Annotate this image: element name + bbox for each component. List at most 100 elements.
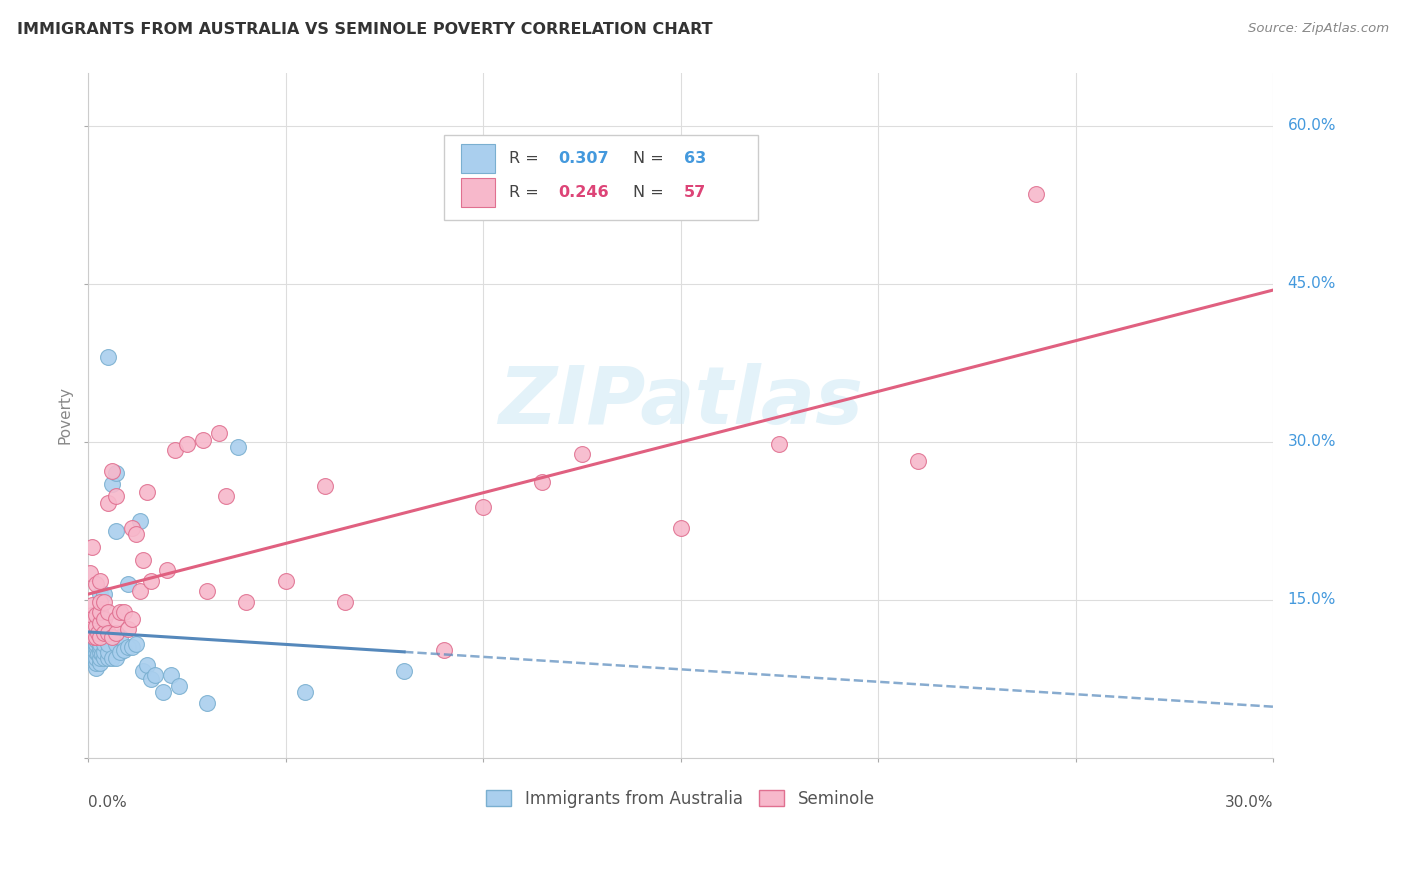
Point [117, 622, 139, 636]
Text: 57: 57 [685, 186, 706, 201]
Text: ZIPatlas: ZIPatlas [498, 363, 863, 441]
Point [82, 634, 104, 648]
Point [128, 584, 150, 599]
Text: 0.246: 0.246 [558, 186, 609, 201]
Point [108, 605, 131, 619]
Point [89, 630, 111, 644]
Point [165, 443, 187, 458]
Point [89, 595, 111, 609]
Point [97, 605, 120, 619]
Point [669, 521, 692, 535]
Text: 0.307: 0.307 [558, 151, 609, 166]
Point [89, 637, 111, 651]
Point [274, 574, 297, 588]
Point [191, 433, 214, 447]
Point [80, 640, 103, 654]
Point [531, 475, 554, 489]
Text: 63: 63 [685, 151, 706, 166]
Point [104, 612, 127, 626]
Text: 60.0%: 60.0% [1288, 118, 1336, 133]
Point [79, 566, 101, 581]
Text: 45.0%: 45.0% [1288, 277, 1336, 291]
Point [89, 630, 111, 644]
Point [104, 524, 127, 538]
Point [82, 624, 104, 639]
Bar [461, 178, 495, 207]
Point [226, 440, 249, 454]
Point [82, 626, 104, 640]
Point [136, 657, 159, 672]
Point [82, 637, 104, 651]
Point [93, 595, 115, 609]
Point [121, 521, 143, 535]
Point [160, 668, 183, 682]
Point [84, 630, 107, 644]
Text: Source: ZipAtlas.com: Source: ZipAtlas.com [1249, 22, 1389, 36]
Text: 30.0%: 30.0% [1225, 796, 1274, 810]
Point [93, 587, 115, 601]
Point [104, 637, 127, 651]
Point [82, 650, 104, 665]
Point [433, 643, 456, 657]
Point [108, 630, 131, 644]
Point [156, 563, 179, 577]
Y-axis label: Poverty: Poverty [58, 386, 72, 444]
FancyBboxPatch shape [444, 135, 758, 220]
Point [112, 643, 135, 657]
Point [89, 650, 111, 665]
Point [93, 626, 115, 640]
Point [207, 426, 229, 441]
Text: IMMIGRANTS FROM AUSTRALIA VS SEMINOLE POVERTY CORRELATION CHART: IMMIGRANTS FROM AUSTRALIA VS SEMINOLE PO… [17, 22, 713, 37]
Point [82, 608, 104, 623]
Point [83, 630, 105, 644]
Point [83, 643, 105, 657]
Point [93, 612, 115, 626]
Point [97, 496, 120, 510]
Point [136, 485, 159, 500]
Point [333, 595, 356, 609]
Point [84, 637, 107, 651]
Point [907, 453, 929, 467]
Point [82, 624, 104, 639]
Point [84, 656, 107, 670]
Point [79, 645, 101, 659]
Point [89, 587, 111, 601]
Point [571, 447, 593, 461]
Point [152, 685, 174, 699]
Text: R =: R = [509, 151, 544, 166]
Point [97, 650, 120, 665]
Point [101, 650, 124, 665]
Point [82, 645, 104, 659]
Point [97, 626, 120, 640]
Point [83, 650, 105, 665]
Point [132, 665, 155, 679]
Point [82, 598, 104, 612]
Text: N =: N = [633, 151, 669, 166]
Point [82, 630, 104, 644]
Point [101, 464, 124, 478]
Point [93, 645, 115, 659]
Point [82, 619, 104, 633]
Text: 0.0%: 0.0% [89, 796, 127, 810]
Point [1025, 187, 1047, 202]
Point [91, 648, 114, 662]
Text: R =: R = [509, 186, 544, 201]
Point [89, 574, 111, 588]
Point [124, 527, 146, 541]
Point [117, 577, 139, 591]
Point [89, 640, 111, 654]
Point [84, 661, 107, 675]
Point [195, 584, 218, 599]
Point [101, 630, 124, 644]
Point [89, 605, 111, 619]
Point [84, 577, 107, 591]
Point [235, 595, 257, 609]
Point [215, 490, 238, 504]
Point [121, 640, 143, 654]
Point [143, 668, 166, 682]
Point [87, 626, 110, 640]
Point [121, 612, 143, 626]
Point [82, 540, 104, 554]
Point [167, 679, 190, 693]
Point [93, 630, 115, 644]
